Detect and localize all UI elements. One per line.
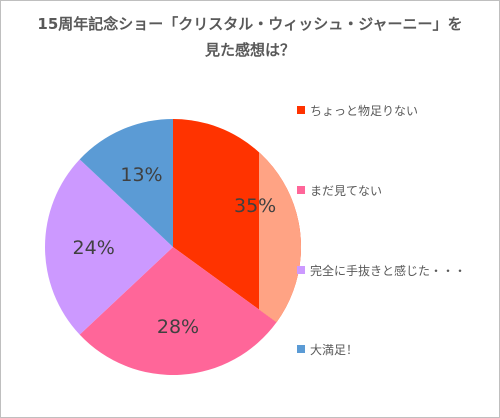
data-label-4: 13% xyxy=(120,164,162,186)
legend-label: 大満足！ xyxy=(310,342,359,357)
legend-swatch xyxy=(297,266,305,274)
legend-swatch xyxy=(297,186,305,194)
legend-swatch xyxy=(297,345,305,353)
legend-swatch xyxy=(297,106,305,114)
legend-label: 完全に手抜きと感じた・・・ xyxy=(310,263,467,278)
legend-item-2: まだ見てない xyxy=(297,182,382,198)
legend-item-4: 大満足！ xyxy=(297,341,358,357)
slice-kanzen-ni-tenuki xyxy=(44,159,174,335)
data-label-1: 35% xyxy=(234,195,276,217)
legend-item-1: ちょっと物足りない xyxy=(297,102,418,118)
chart-title-line2: 見た感想は？ xyxy=(204,41,295,59)
slice-mada-mitenai xyxy=(79,247,277,375)
chart-legend: ちょっと物足りない まだ見てない完全に手抜きと感じた・・・ 大満足！ xyxy=(297,1,497,417)
legend-label: ちょっと物足りない xyxy=(310,103,419,118)
chart-title-line1: 15周年記念ショー「クリスタル・ウィッシュ・ジャーニー」を xyxy=(37,15,463,33)
slice-daimanzoku xyxy=(79,119,173,247)
data-label-3: 24% xyxy=(73,237,115,259)
chart-title: 15周年記念ショー「クリスタル・ウィッシュ・ジャーニー」を 見た感想は？ xyxy=(1,11,499,63)
legend-label: まだ見てない xyxy=(310,183,383,198)
legend-item-3: 完全に手抜きと感じた・・・ xyxy=(297,262,466,278)
data-label-2: 28% xyxy=(157,316,199,338)
